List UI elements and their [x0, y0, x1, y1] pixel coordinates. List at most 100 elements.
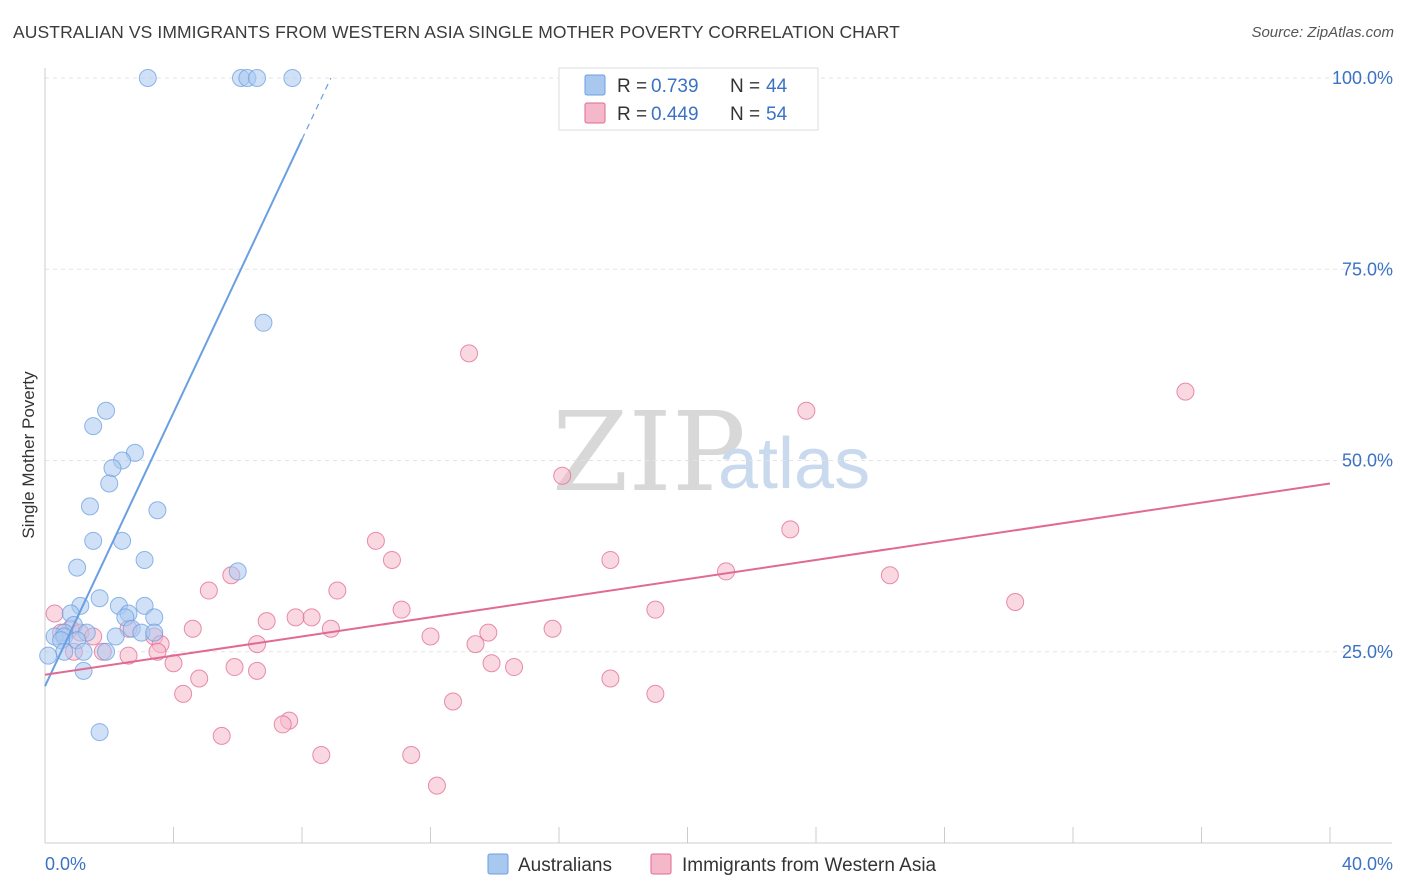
point-australians: [106, 627, 125, 646]
point-australians: [145, 623, 164, 642]
point-immigrants: [148, 642, 167, 661]
series-legend: Australians Immigrants from Western Asia: [487, 853, 937, 876]
point-immigrants: [482, 654, 501, 673]
point-australians: [254, 313, 273, 332]
point-australians: [97, 642, 116, 661]
point-immigrants: [797, 401, 816, 420]
point-australians: [39, 646, 58, 665]
axes: [44, 68, 1392, 844]
point-immigrants: [443, 692, 462, 711]
point-immigrants: [312, 746, 331, 765]
point-australians: [135, 596, 154, 615]
point-australians: [228, 562, 247, 581]
legend-n-value-1: 44: [766, 76, 788, 97]
point-australians: [68, 558, 87, 577]
point-immigrants: [505, 658, 524, 677]
point-immigrants: [781, 520, 800, 539]
chart-title: AUSTRALIAN VS IMMIGRANTS FROM WESTERN AS…: [13, 22, 900, 42]
point-immigrants: [45, 604, 64, 623]
point-immigrants: [646, 684, 665, 703]
point-immigrants: [646, 600, 665, 619]
data-points: [39, 69, 1195, 795]
point-australians: [135, 550, 154, 569]
trend-line-extension-australians: [301, 77, 332, 140]
series-legend-swatch-australians: [487, 853, 509, 875]
point-immigrants: [366, 531, 385, 550]
y-tick-labels: 25.0% 50.0% 75.0% 100.0%: [1332, 68, 1393, 662]
grid: [45, 77, 1392, 653]
trend-lines: [44, 77, 1331, 687]
point-australians: [90, 723, 109, 742]
point-immigrants: [183, 619, 202, 638]
point-australians: [74, 661, 93, 680]
point-immigrants: [421, 627, 440, 646]
point-australians: [100, 474, 119, 493]
point-australians: [283, 69, 302, 87]
y-tick-label-100: 100.0%: [1332, 68, 1393, 88]
legend-n-value-2: 54: [766, 104, 788, 125]
x-ticks: [44, 827, 1331, 843]
y-axis-label: Single Mother Poverty: [19, 371, 38, 539]
point-immigrants: [466, 635, 485, 654]
trend-line-australians: [44, 138, 303, 687]
point-immigrants: [225, 658, 244, 677]
legend-swatch-australians: [584, 74, 606, 96]
y-tick-label-25: 25.0%: [1342, 642, 1393, 662]
y-tick-label-75: 75.0%: [1342, 259, 1393, 279]
point-immigrants: [402, 746, 421, 765]
point-immigrants: [601, 550, 620, 569]
point-immigrants: [199, 581, 218, 600]
point-immigrants: [1176, 382, 1195, 401]
chart-source: Source: ZipAtlas.com: [1251, 24, 1394, 41]
point-australians: [90, 589, 109, 608]
point-immigrants: [174, 684, 193, 703]
watermark-zip: ZIP: [552, 388, 746, 516]
point-immigrants: [302, 608, 321, 627]
point-immigrants: [257, 612, 276, 631]
point-immigrants: [212, 726, 231, 745]
point-australians: [84, 531, 103, 550]
correlation-legend: R = 0.739 N = 44 R = 0.449 N = 54: [558, 67, 819, 131]
point-immigrants: [427, 776, 446, 795]
point-immigrants: [286, 608, 305, 627]
point-australians: [84, 417, 103, 436]
point-australians: [80, 497, 99, 516]
point-immigrants: [601, 669, 620, 688]
point-immigrants: [880, 566, 899, 585]
point-immigrants: [248, 661, 267, 680]
point-australians: [145, 608, 164, 627]
series-legend-label-immigrants: Immigrants from Western Asia: [682, 855, 937, 876]
point-immigrants: [273, 715, 292, 734]
point-australians: [248, 69, 267, 87]
point-australians: [74, 642, 93, 661]
point-immigrants: [460, 344, 479, 363]
point-immigrants: [1006, 593, 1025, 612]
point-immigrants: [717, 562, 736, 581]
point-immigrants: [382, 550, 401, 569]
legend-r-label-2: R =: [617, 104, 647, 125]
legend-n-label-2: N =: [730, 104, 760, 125]
watermark-atlas: atlas: [718, 424, 870, 504]
legend-r-value-2: 0.449: [651, 104, 699, 125]
legend-swatch-immigrants: [584, 102, 606, 124]
series-legend-label-australians: Australians: [518, 855, 612, 876]
point-australians: [148, 501, 167, 520]
x-tick-label-min: 0.0%: [45, 854, 86, 874]
point-immigrants: [392, 600, 411, 619]
point-australians: [138, 69, 157, 87]
series-legend-swatch-immigrants: [650, 853, 672, 875]
point-australians: [97, 401, 116, 420]
point-australians: [103, 459, 122, 478]
trend-line-immigrants: [44, 482, 1331, 676]
x-tick-label-max: 40.0%: [1342, 854, 1393, 874]
point-immigrants: [479, 623, 498, 642]
point-immigrants: [328, 581, 347, 600]
point-immigrants: [190, 669, 209, 688]
point-immigrants: [543, 619, 562, 638]
watermark: ZIP atlas: [552, 388, 870, 516]
point-immigrants: [119, 646, 138, 665]
legend-n-label-1: N =: [730, 76, 760, 97]
y-tick-label-50: 50.0%: [1342, 451, 1393, 471]
point-immigrants: [321, 619, 340, 638]
